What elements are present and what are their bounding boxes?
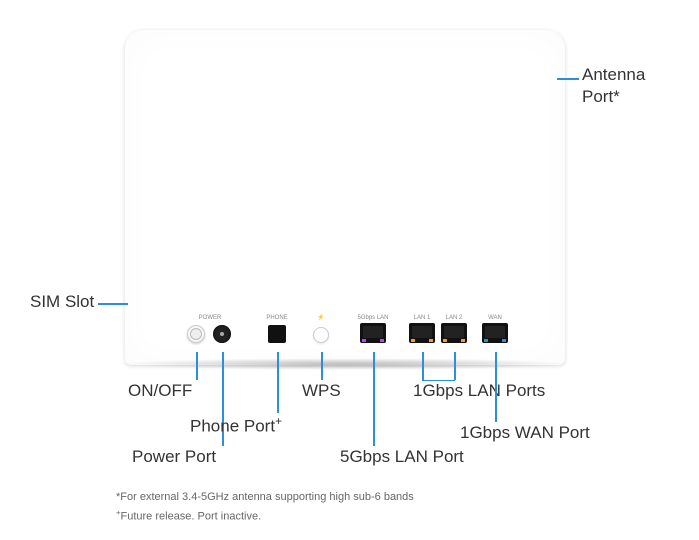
lan-5g-port xyxy=(360,323,386,343)
line-wan xyxy=(495,352,497,422)
wps-button xyxy=(313,327,329,343)
label-phone: Phone Port+ xyxy=(190,414,282,437)
power-switch xyxy=(187,325,205,343)
footnote-antenna: *For external 3.4-5GHz antenna supportin… xyxy=(116,491,414,503)
port-row: POWER PHONE ⚡ 5Gbps LAN LAN 1 LAN 2 WAN xyxy=(125,313,565,353)
footnote-phone: +Future release. Port inactive. xyxy=(116,508,261,523)
line-antenna xyxy=(557,78,579,80)
lan1-port xyxy=(409,323,435,343)
label-1glan: 1Gbps LAN Ports xyxy=(413,381,545,401)
tiny-label-5glan: 5Gbps LAN xyxy=(357,315,388,321)
line-1glan-b xyxy=(454,352,456,380)
label-sim: SIM Slot xyxy=(30,292,94,312)
line-sim xyxy=(98,303,128,305)
tiny-label-lan2: LAN 2 xyxy=(446,315,463,321)
line-phone xyxy=(277,352,279,413)
tiny-label-wan: WAN xyxy=(488,315,502,321)
wan-port xyxy=(482,323,508,343)
dc-power-jack xyxy=(213,325,231,343)
label-wps: WPS xyxy=(302,381,341,401)
tiny-label-phone: PHONE xyxy=(266,315,287,321)
label-power: Power Port xyxy=(132,447,216,467)
phone-port xyxy=(268,325,286,343)
tiny-label-lan1: LAN 1 xyxy=(414,315,431,321)
label-5glan: 5Gbps LAN Port xyxy=(340,447,464,467)
label-antenna: Antenna Port* xyxy=(582,64,645,108)
line-onoff xyxy=(196,352,198,380)
tiny-label-power: POWER xyxy=(199,315,222,321)
line-5glan xyxy=(373,352,375,446)
line-wps xyxy=(321,352,323,380)
tiny-label-wps: ⚡ xyxy=(317,314,324,321)
line-1glan-a xyxy=(422,352,424,380)
device-body: POWER PHONE ⚡ 5Gbps LAN LAN 1 LAN 2 WAN xyxy=(125,30,565,365)
label-onoff: ON/OFF xyxy=(128,381,192,401)
lan2-port xyxy=(441,323,467,343)
label-wan: 1Gbps WAN Port xyxy=(460,423,590,443)
device-shadow xyxy=(115,358,575,370)
